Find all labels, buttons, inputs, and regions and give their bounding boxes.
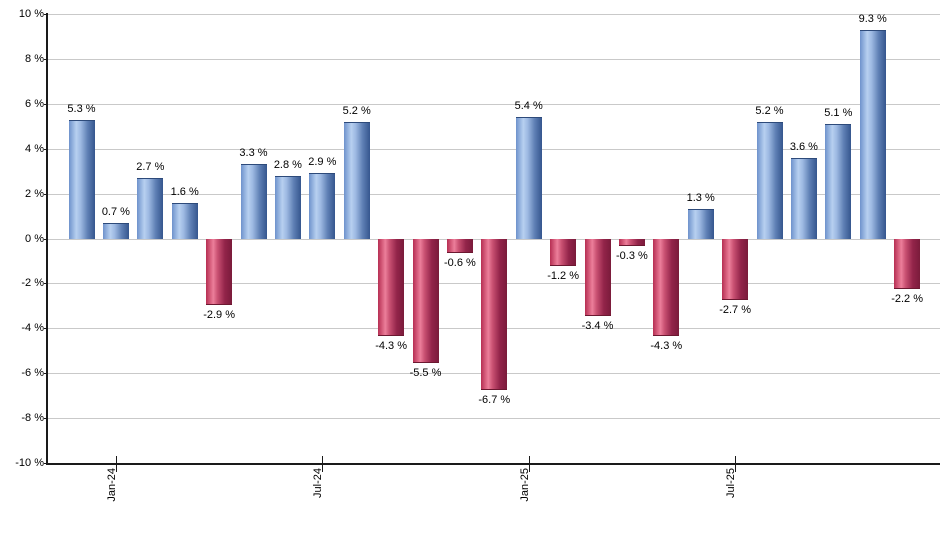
bar-value-label: 2.7 % <box>136 160 165 173</box>
bar-value-label: 5.4 % <box>514 100 543 113</box>
bar-value-label: 3.3 % <box>239 147 268 160</box>
bar-value-label: 5.3 % <box>67 102 96 115</box>
y-axis-label: 2 % <box>25 187 44 200</box>
y-axis-label: 6 % <box>25 97 44 110</box>
y-axis-label: 10 % <box>18 8 44 20</box>
bar-2 <box>137 177 164 240</box>
bar-4 <box>206 238 233 305</box>
bar-value-label: 1.6 % <box>170 185 199 198</box>
x-axis-label: Jan-25 <box>518 468 531 502</box>
bar-24 <box>894 238 921 289</box>
y-axis-label: -4 % <box>21 322 44 335</box>
gridline--8 <box>48 418 940 420</box>
x-axis-tick <box>322 456 324 472</box>
y-axis-label: -6 % <box>21 367 44 380</box>
bar-5 <box>240 164 267 240</box>
bar-value-label: 2.8 % <box>273 158 302 171</box>
bar-20 <box>756 121 783 240</box>
bar-value-label: -2.7 % <box>719 304 751 317</box>
bar-15 <box>584 238 611 316</box>
y-axis-label: -10 % <box>15 457 44 469</box>
bar-18 <box>687 209 714 240</box>
x-axis-line <box>46 463 940 465</box>
x-axis-label: Jan-24 <box>105 468 118 502</box>
y-axis-label: -2 % <box>21 277 44 290</box>
x-axis-tick <box>735 456 737 472</box>
bar-value-label: 5.1 % <box>824 107 853 119</box>
bar-3 <box>171 202 198 240</box>
bar-7 <box>309 173 336 240</box>
bar-value-label: -4.3 % <box>650 340 683 353</box>
bar-value-label: -3.4 % <box>581 319 614 332</box>
bar-value-label: 2.9 % <box>308 156 337 169</box>
gridline-4 <box>48 148 940 150</box>
bar-21 <box>790 157 817 240</box>
bar-6 <box>274 175 301 240</box>
bar-8 <box>343 121 370 240</box>
bar-value-label: -5.5 % <box>409 366 442 379</box>
bar-9 <box>378 238 405 337</box>
bar-value-label: 3.6 % <box>789 140 818 153</box>
y-axis-line <box>46 13 48 464</box>
bar-value-label: -1.2 % <box>547 270 579 283</box>
bar-value-label: 1.3 % <box>686 192 715 205</box>
bar-value-label: -0.3 % <box>615 250 648 263</box>
bar-value-label: 9.3 % <box>858 12 887 25</box>
bar-value-label: 0.7 % <box>101 205 130 218</box>
bar-10 <box>412 238 439 363</box>
bar-0 <box>68 119 95 240</box>
bar-12 <box>481 238 508 390</box>
bar-value-label: -0.6 % <box>443 256 476 269</box>
x-axis-tick <box>528 456 530 472</box>
bar-22 <box>825 124 852 240</box>
bar-17 <box>653 238 680 337</box>
x-axis-label: Jul-24 <box>312 468 325 498</box>
y-axis-label: 8 % <box>25 52 44 65</box>
bar-14 <box>550 238 577 267</box>
bar-value-label: -2.2 % <box>891 292 923 305</box>
bar-value-label: 5.2 % <box>755 104 784 117</box>
bar-11 <box>446 238 473 253</box>
x-axis-tick <box>115 456 117 472</box>
y-axis-label: 0 % <box>25 232 44 245</box>
bar-value-label: -6.7 % <box>478 393 511 406</box>
bar-16 <box>618 238 645 247</box>
bar-23 <box>859 29 886 240</box>
bar-13 <box>515 117 542 240</box>
bar-value-label: -2.9 % <box>203 308 235 321</box>
gridline-2 <box>48 193 940 195</box>
y-axis-label: 4 % <box>25 142 44 155</box>
bar-value-label: 5.2 % <box>342 104 371 117</box>
y-axis-label: -8 % <box>21 412 44 425</box>
bar-value-label: -4.3 % <box>375 340 407 353</box>
bar-1 <box>102 222 129 240</box>
x-axis-label: Jul-25 <box>725 468 738 498</box>
gridline-8 <box>48 58 940 60</box>
gridline-10 <box>48 14 940 15</box>
gridline-6 <box>48 103 940 105</box>
bar-19 <box>722 238 749 301</box>
